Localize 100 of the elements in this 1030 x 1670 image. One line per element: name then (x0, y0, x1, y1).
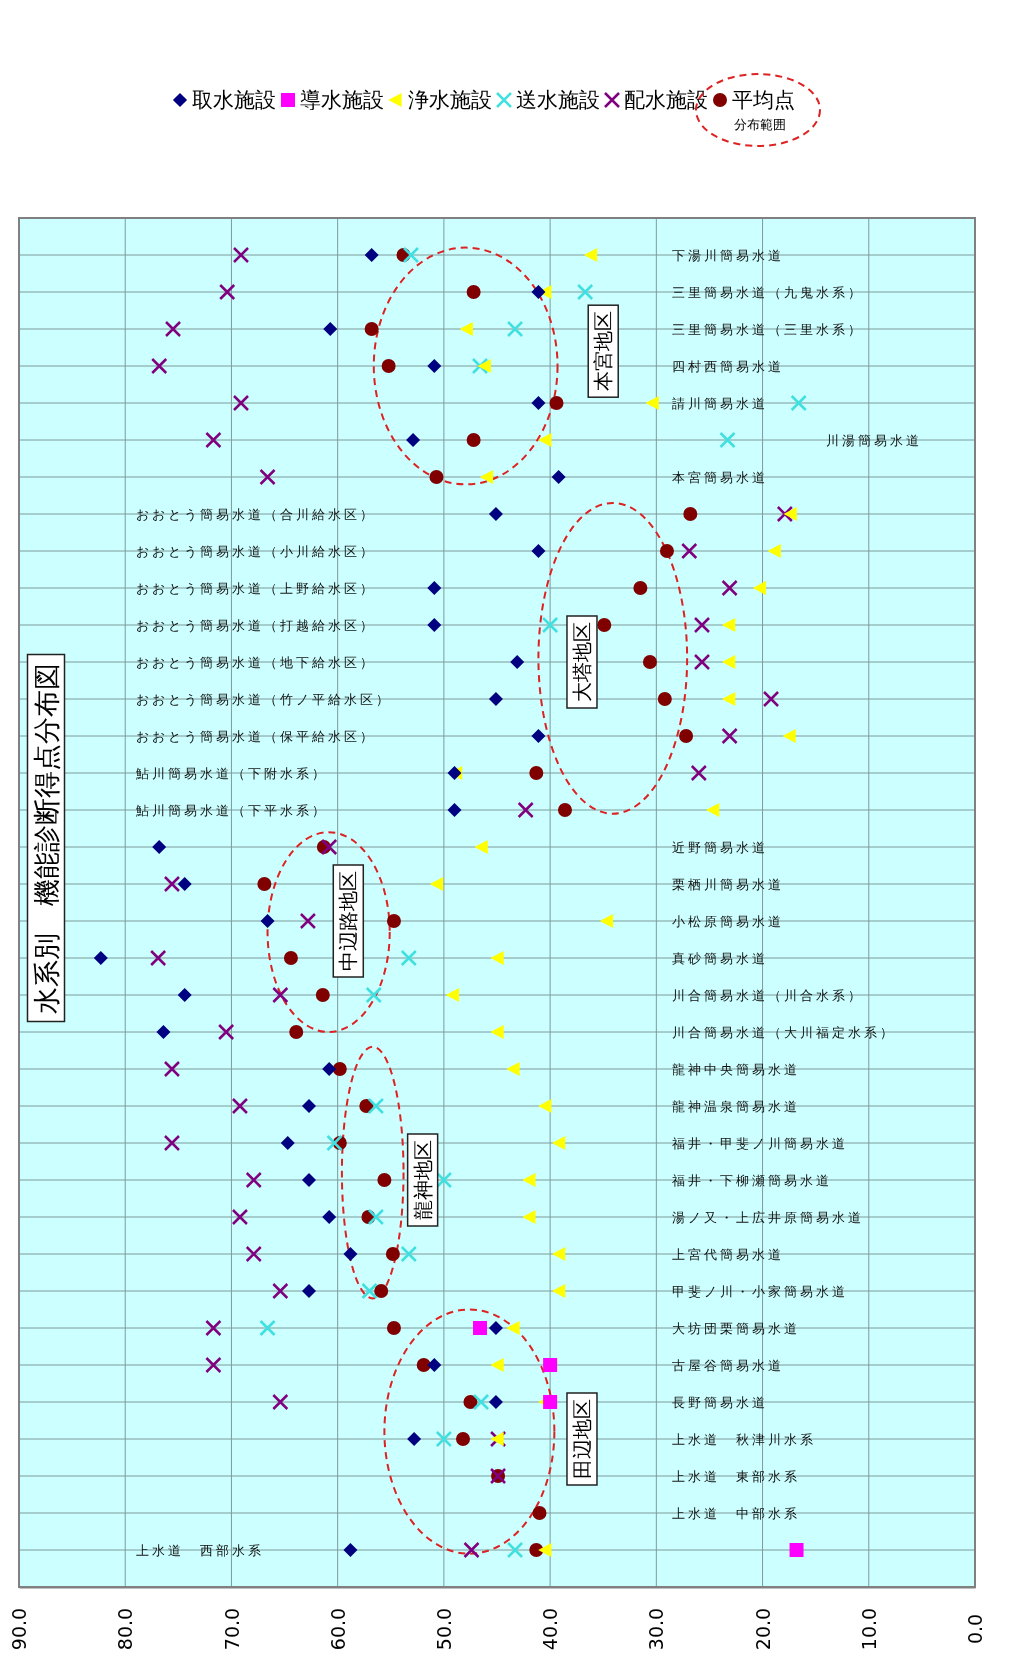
point (301, 1284, 316, 1298)
point (557, 803, 572, 817)
point (315, 988, 330, 1002)
point (231, 1208, 249, 1226)
x-tick-label: 40.0 (539, 1607, 562, 1651)
point (531, 285, 546, 299)
point (782, 729, 796, 743)
point (551, 470, 566, 484)
point (272, 986, 289, 1004)
point (531, 396, 546, 410)
point (301, 1099, 316, 1113)
annotation: 中辺路地区 (336, 871, 361, 971)
point (177, 877, 192, 891)
point (152, 840, 167, 854)
y-tick-label: おおとう簡易水道（上野給水区） (135, 580, 376, 596)
point (377, 1173, 392, 1187)
point (466, 285, 481, 299)
point (721, 579, 738, 597)
y-tick-label: 大坊団栗簡易水道 (672, 1320, 801, 1336)
point (551, 1247, 566, 1261)
x-tick-label: 50.0 (433, 1607, 456, 1651)
point (790, 394, 807, 412)
y-tick-label: 長野簡易水道 (672, 1394, 769, 1410)
y-tick-label: 真砂簡易水道 (672, 950, 769, 966)
point (459, 322, 473, 336)
legend-label: 導水施設 (300, 88, 384, 112)
point (529, 1543, 544, 1557)
point (326, 1134, 343, 1152)
point (150, 357, 168, 375)
point (163, 1134, 181, 1152)
y-tick-label: 上水道 秋津川水系 (672, 1431, 817, 1447)
point (538, 433, 552, 447)
point (163, 1060, 181, 1078)
point (407, 1432, 422, 1446)
point (259, 468, 276, 486)
point (260, 914, 275, 928)
point (488, 507, 503, 521)
point (164, 320, 182, 338)
point (272, 1393, 289, 1411)
legend-label: 平均点 (732, 88, 795, 112)
point (473, 1321, 487, 1335)
y-tick-label: 請川簡易水道 (672, 395, 769, 411)
point (477, 359, 491, 373)
point (435, 1430, 453, 1448)
point (705, 803, 720, 817)
point (400, 1245, 418, 1263)
x-tick-label: 10.0 (857, 1607, 880, 1651)
point (232, 394, 250, 412)
point (538, 1543, 552, 1557)
point (289, 1025, 304, 1039)
y-tick-label: 川湯簡易水道 (826, 432, 923, 448)
point (466, 433, 481, 447)
point (506, 1321, 520, 1335)
point (232, 246, 250, 264)
point (541, 616, 559, 634)
y-tick-label: 本宮簡易水道 (672, 469, 769, 485)
point (522, 1173, 536, 1187)
point (531, 544, 546, 558)
point (365, 986, 383, 1004)
point (721, 692, 736, 706)
point (522, 1210, 536, 1224)
point (367, 1208, 385, 1226)
point (402, 246, 420, 264)
y-tick-label: 川合簡易水道（大川福定水系） (672, 1024, 897, 1040)
point (471, 357, 489, 375)
y-tick-label: 湯ノ又・上広井原簡易水道 (672, 1209, 865, 1225)
point (283, 951, 298, 965)
point (681, 542, 698, 560)
point (447, 803, 462, 817)
x-tick-label: 60.0 (326, 1607, 349, 1651)
point (506, 1062, 520, 1076)
point (272, 1282, 289, 1300)
point (381, 359, 396, 373)
point (789, 1543, 804, 1557)
point (583, 248, 598, 262)
y-tick-label: 下湯川簡易水道 (672, 247, 785, 263)
annotation: 龍神地区 (410, 1140, 435, 1220)
annotation: 大塔地区 (569, 622, 594, 702)
point (445, 988, 460, 1002)
y-tick-label: 古屋谷簡易水道 (672, 1357, 785, 1373)
point (690, 764, 708, 782)
legend-label: 浄水施設 (408, 88, 492, 112)
y-tick-label: 小松原簡易水道 (672, 913, 785, 929)
point (531, 729, 546, 743)
point (506, 1541, 524, 1559)
point (719, 431, 736, 449)
point (463, 1395, 478, 1409)
annotation: 本宮地区 (591, 311, 616, 392)
point (364, 248, 379, 262)
y-tick-label: おおとう簡易水道（竹ノ平給水区） (135, 691, 392, 707)
point (532, 1506, 547, 1520)
x-tick-label: 0.0 (964, 1613, 987, 1645)
point (543, 1358, 558, 1372)
legend-label: 配水施設 (624, 88, 708, 112)
x-tick-label: 90.0 (8, 1607, 31, 1651)
point (576, 283, 594, 301)
point (257, 877, 272, 891)
point (299, 912, 317, 930)
point (693, 653, 711, 671)
x-tick-label: 30.0 (645, 1607, 668, 1651)
